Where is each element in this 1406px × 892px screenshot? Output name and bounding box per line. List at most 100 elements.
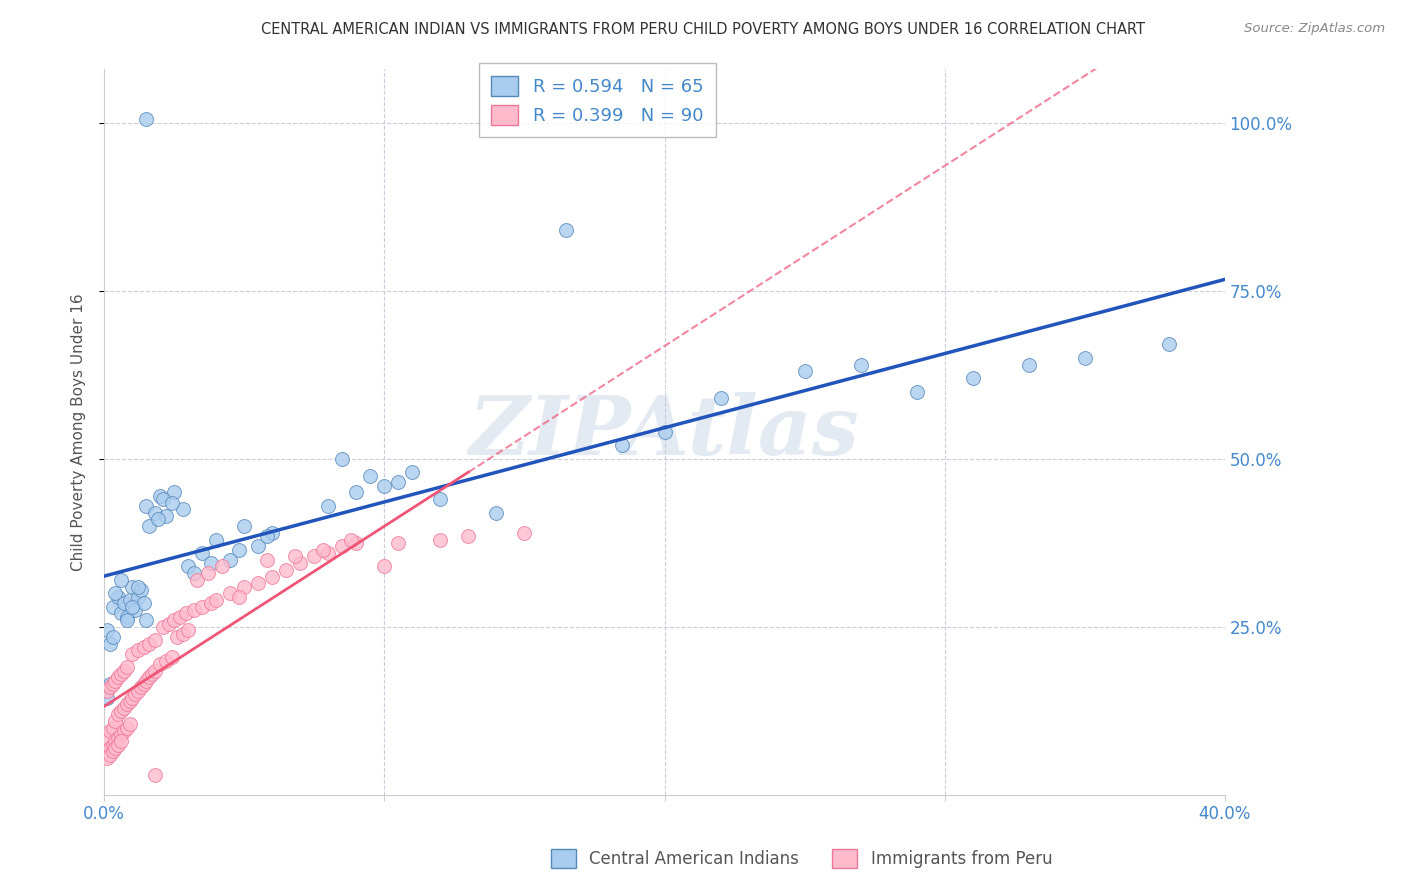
- Point: [373, 479, 395, 493]
- Point: [256, 552, 278, 566]
- Point: [197, 566, 219, 581]
- Point: [233, 519, 256, 533]
- Point: [191, 546, 214, 560]
- Point: [359, 468, 381, 483]
- Point: [149, 489, 172, 503]
- Point: [163, 613, 186, 627]
- Point: [152, 492, 174, 507]
- Point: [101, 738, 124, 752]
- Point: [98, 747, 121, 762]
- Point: [247, 576, 270, 591]
- Point: [143, 664, 166, 678]
- Point: [93, 683, 115, 698]
- Point: [163, 485, 186, 500]
- Point: [138, 637, 160, 651]
- Point: [104, 741, 127, 756]
- Point: [110, 734, 132, 748]
- Point: [387, 536, 409, 550]
- Point: [115, 613, 138, 627]
- Point: [256, 529, 278, 543]
- Point: [98, 741, 121, 756]
- Point: [141, 667, 163, 681]
- Point: [429, 492, 451, 507]
- Point: [191, 599, 214, 614]
- Point: [339, 533, 361, 547]
- Point: [98, 681, 121, 695]
- Point: [112, 700, 135, 714]
- Point: [219, 586, 242, 600]
- Point: [118, 694, 141, 708]
- Point: [115, 721, 138, 735]
- Point: [110, 667, 132, 681]
- Point: [200, 596, 222, 610]
- Point: [135, 613, 157, 627]
- Point: [138, 670, 160, 684]
- Point: [146, 512, 169, 526]
- Point: [332, 539, 354, 553]
- Point: [211, 559, 233, 574]
- Point: [262, 569, 284, 583]
- Point: [429, 533, 451, 547]
- Point: [115, 698, 138, 712]
- Point: [124, 687, 146, 701]
- Point: [121, 690, 143, 705]
- Point: [344, 485, 367, 500]
- Point: [143, 633, 166, 648]
- Point: [262, 525, 284, 540]
- Point: [115, 660, 138, 674]
- Point: [177, 559, 200, 574]
- Point: [290, 556, 312, 570]
- Point: [101, 677, 124, 691]
- Point: [112, 596, 135, 610]
- Point: [401, 465, 423, 479]
- Point: [166, 630, 188, 644]
- Point: [172, 502, 194, 516]
- Point: [157, 616, 180, 631]
- Point: [112, 724, 135, 739]
- Point: [228, 590, 250, 604]
- Point: [962, 371, 984, 385]
- Point: [205, 533, 228, 547]
- Point: [118, 717, 141, 731]
- Y-axis label: Child Poverty Among Boys Under 16: Child Poverty Among Boys Under 16: [72, 293, 86, 571]
- Point: [121, 580, 143, 594]
- Point: [110, 704, 132, 718]
- Point: [183, 603, 205, 617]
- Point: [104, 714, 127, 728]
- Point: [98, 677, 121, 691]
- Point: [127, 580, 149, 594]
- Point: [118, 593, 141, 607]
- Point: [849, 358, 872, 372]
- Point: [219, 552, 242, 566]
- Legend: Central American Indians, Immigrants from Peru: Central American Indians, Immigrants fro…: [544, 843, 1059, 875]
- Point: [127, 683, 149, 698]
- Point: [96, 690, 118, 705]
- Point: [107, 707, 129, 722]
- Point: [115, 610, 138, 624]
- Point: [124, 603, 146, 617]
- Point: [96, 731, 118, 745]
- Point: [373, 559, 395, 574]
- Point: [276, 563, 298, 577]
- Point: [709, 392, 731, 406]
- Point: [186, 573, 208, 587]
- Point: [793, 364, 815, 378]
- Point: [155, 508, 177, 523]
- Point: [101, 599, 124, 614]
- Point: [127, 590, 149, 604]
- Point: [110, 727, 132, 741]
- Point: [135, 673, 157, 688]
- Point: [96, 624, 118, 638]
- Point: [1018, 358, 1040, 372]
- Point: [233, 580, 256, 594]
- Point: [132, 640, 155, 654]
- Point: [149, 657, 172, 671]
- Point: [98, 637, 121, 651]
- Point: [132, 596, 155, 610]
- Point: [129, 582, 152, 597]
- Point: [304, 549, 326, 564]
- Point: [96, 744, 118, 758]
- Point: [177, 624, 200, 638]
- Point: [96, 751, 118, 765]
- Point: [457, 529, 479, 543]
